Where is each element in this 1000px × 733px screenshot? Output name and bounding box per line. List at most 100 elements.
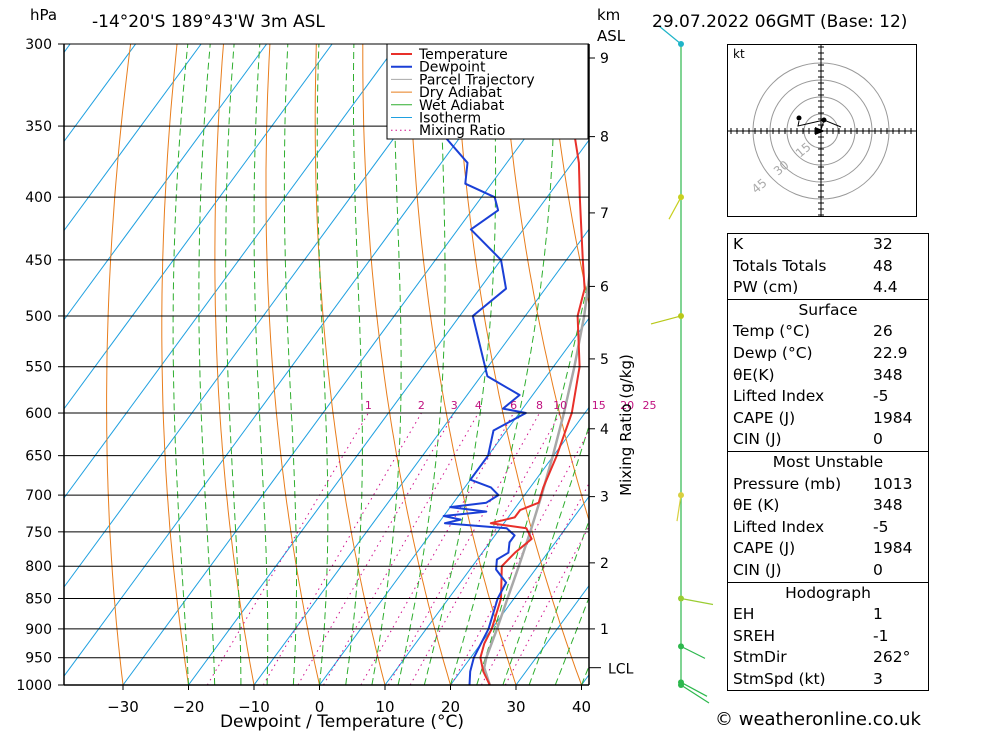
dry-adiabat-line bbox=[548, 44, 589, 307]
temperature-tick-label: 10 bbox=[375, 698, 394, 716]
stmdir-label: StmDir bbox=[733, 648, 787, 667]
mu-pressure-value: 1013 bbox=[873, 474, 913, 493]
indices-table: K 32 Totals Totals 48 PW (cm) 4.4 Surface T… bbox=[727, 233, 929, 692]
mixing-ratio-line bbox=[297, 412, 455, 685]
mixing-ratio-line bbox=[387, 412, 540, 685]
hpa-label: hPa bbox=[30, 6, 58, 24]
dry-adiabat-line bbox=[408, 44, 517, 685]
asl-label: ASL bbox=[597, 27, 626, 45]
mixing-ratio-label: 1 bbox=[365, 399, 372, 412]
stmdir-value: 262° bbox=[873, 648, 911, 667]
isotherm-line bbox=[64, 44, 399, 499]
isotherm-line bbox=[188, 139, 589, 685]
hodo-title: Hodograph bbox=[785, 583, 871, 602]
legend-label: Parcel Trajectory bbox=[419, 72, 535, 88]
km-label: km bbox=[597, 6, 621, 24]
temperature-tick-label: −10 bbox=[238, 698, 270, 716]
surface-theta-value: 348 bbox=[873, 365, 903, 384]
pressure-tick-label: 300 bbox=[25, 37, 52, 53]
mixing-ratio-label: 2 bbox=[418, 399, 425, 412]
mu-cin-label: CIN (J) bbox=[733, 560, 782, 579]
surface-dewp-label: Dewp (°C) bbox=[733, 343, 813, 362]
mu-theta-value: 348 bbox=[873, 496, 903, 515]
surface-cape-value: 1984 bbox=[873, 408, 913, 427]
wind-barb bbox=[680, 645, 706, 659]
pw-label: PW (cm) bbox=[733, 278, 799, 297]
km-tick-label: 6 bbox=[600, 279, 609, 295]
legend-label: Isotherm bbox=[419, 111, 481, 127]
k-index-row: K 32 bbox=[728, 234, 928, 256]
hodograph-ring-label: 15 bbox=[793, 140, 814, 161]
mu-li-label: Lifted Index bbox=[733, 517, 825, 536]
surface-temp-row: Temp (°C) 26 bbox=[728, 321, 928, 343]
pressure-tick-label: 450 bbox=[25, 253, 52, 269]
km-tick-label: 1 bbox=[600, 622, 609, 638]
surface-title: Surface bbox=[798, 300, 858, 319]
dry-adiabat-line bbox=[966, 44, 1000, 685]
wind-barb bbox=[676, 495, 682, 522]
isotherm-line bbox=[384, 406, 589, 685]
isotherm-line bbox=[122, 50, 589, 685]
surface-temp-value: 26 bbox=[873, 322, 893, 341]
mixing-ratio-label: 8 bbox=[536, 399, 543, 412]
legend-label: Mixing Ratio bbox=[419, 123, 505, 139]
legend-label: Temperature bbox=[418, 47, 508, 63]
dry-adiabat-line bbox=[106, 44, 132, 685]
isotherm-line bbox=[319, 317, 589, 685]
pressure-tick-label: 850 bbox=[25, 591, 52, 607]
wind-barb bbox=[680, 684, 710, 704]
chart-labels: 1 2 3 4 6 8 10 15 20 2530035040045050055060065070… bbox=[16, 37, 656, 732]
legend-label: Wet Adiabat bbox=[419, 98, 505, 114]
wet-adiabat-line bbox=[554, 596, 589, 685]
wet-adiabat-line bbox=[283, 44, 297, 685]
mixing-ratio-label: 20 bbox=[620, 399, 634, 412]
wind-barb bbox=[680, 681, 708, 697]
eh-label: EH bbox=[733, 605, 755, 624]
surface-cape-row: CAPE (J) 1984 bbox=[728, 408, 928, 430]
legend-label: Dry Adiabat bbox=[419, 85, 502, 101]
stmspd-value: 3 bbox=[873, 669, 883, 688]
hodograph-section: Hodograph EH 1 SREH -1 StmDir 262° StmSpd (… bbox=[728, 583, 928, 692]
wind-profile bbox=[650, 25, 714, 704]
isotherm-line bbox=[64, 44, 333, 410]
pressure-tick-label: 650 bbox=[25, 449, 52, 465]
stmspd-label: StmSpd (kt) bbox=[733, 669, 826, 688]
mu-cin-row: CIN (J) 0 bbox=[728, 560, 928, 582]
km-tick-label: 8 bbox=[600, 130, 609, 146]
isotherm-line bbox=[64, 44, 464, 588]
sreh-row: SREH -1 bbox=[728, 626, 928, 648]
pressure-tick-label: 400 bbox=[25, 190, 52, 206]
temperature-tick-label: 0 bbox=[315, 698, 325, 716]
km-tick-label: 7 bbox=[600, 206, 609, 222]
surface-temp-label: Temp (°C) bbox=[733, 322, 810, 341]
isotherm-line bbox=[64, 44, 530, 678]
legend-box bbox=[386, 43, 589, 140]
pw-value: 4.4 bbox=[873, 278, 898, 297]
isotherm-line bbox=[64, 44, 202, 232]
storm-motion-marker bbox=[815, 127, 825, 135]
copyright-link[interactable]: © weatheronline.co.uk bbox=[715, 709, 921, 730]
mixing-ratio-line bbox=[323, 412, 479, 685]
surface-theta-label: θE(K) bbox=[733, 365, 775, 384]
km-tick-label: 5 bbox=[600, 352, 609, 368]
mu-cape-value: 1984 bbox=[873, 539, 913, 558]
lcl-label: LCL bbox=[608, 662, 634, 678]
pressure-tick-label: 600 bbox=[25, 406, 52, 422]
mu-pressure-row: Pressure (mb) 1013 bbox=[728, 474, 928, 496]
location-title: -14°20'S 189°43'W 3m ASL bbox=[92, 12, 325, 32]
hodograph-unit-label: kt bbox=[733, 47, 745, 61]
hodograph-point bbox=[821, 117, 827, 123]
hodograph-panel: kt 15 30 45 bbox=[727, 40, 917, 222]
temperature-tick-label: 30 bbox=[506, 698, 525, 716]
wet-adiabat-line bbox=[371, 44, 402, 685]
sreh-value: -1 bbox=[873, 626, 889, 645]
surface-li-label: Lifted Index bbox=[733, 387, 825, 406]
wind-barb bbox=[658, 25, 682, 45]
mixing-ratio-line bbox=[262, 412, 422, 685]
wind-barb bbox=[650, 315, 682, 325]
parcel-trajectory-line bbox=[482, 268, 589, 685]
pressure-tick-label: 700 bbox=[25, 488, 52, 504]
dry-adiabat-line bbox=[161, 44, 189, 685]
